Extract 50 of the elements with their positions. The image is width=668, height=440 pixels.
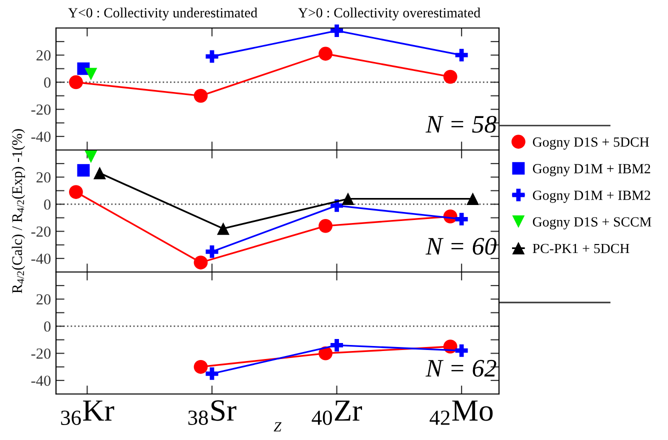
point — [84, 68, 98, 80]
legend-label: Gogny D1S + 5DCH — [532, 137, 649, 150]
y-tick-label: 20 — [36, 294, 51, 305]
point — [206, 245, 218, 258]
y-axis-title: R$_{4/2}$(Calc) / R$_{4/2}$(Exp) -1(%) — [12, 129, 26, 294]
x-tick-label: $_{38}$Sr — [188, 400, 236, 425]
point — [342, 192, 354, 206]
point — [194, 360, 208, 374]
y-tick-label: -40 — [31, 254, 51, 264]
x-tick-label: $_{40}$Zr — [312, 400, 362, 426]
y-tick-label: -20 — [31, 348, 51, 359]
point — [443, 70, 458, 84]
text: Y>0 : Collectivity overestimated — [298, 8, 480, 20]
point — [194, 88, 208, 103]
point — [216, 222, 230, 235]
annotation: N = 58 — [426, 116, 496, 133]
y-tick-label: -40 — [31, 132, 51, 142]
annotation: N = 62 — [426, 360, 496, 377]
point — [455, 48, 468, 62]
x-axis-title: Z — [274, 422, 282, 432]
legend-label: PC-PK1 + 5DCH — [532, 244, 630, 254]
y-tick-label: 20 — [36, 172, 51, 183]
y-tick-label: -20 — [31, 104, 51, 115]
point — [318, 218, 332, 233]
y-tick-label: 20 — [36, 50, 51, 61]
y-tick-label: 0 — [44, 199, 51, 210]
point — [455, 344, 468, 357]
y-tick-label: 0 — [44, 77, 51, 88]
point — [93, 166, 106, 180]
legend-label: Gogny D1M + IBM2 — [532, 190, 650, 203]
point — [69, 185, 83, 199]
y-tick-label: 0 — [44, 321, 51, 332]
y-tick-label: -40 — [31, 376, 51, 386]
point — [206, 367, 218, 380]
point — [77, 164, 90, 177]
point — [206, 50, 218, 63]
point — [455, 212, 468, 226]
point — [318, 46, 332, 61]
point — [69, 75, 83, 90]
legend-label: Gogny D1S + SCCM — [532, 217, 652, 230]
text: Y<0 : Collectivity underestimated — [68, 8, 258, 20]
annotation: N = 60 — [426, 238, 496, 255]
y-tick-label: -20 — [31, 226, 51, 237]
x-tick-label: $_{42}$Mo — [430, 400, 493, 425]
point — [194, 256, 208, 270]
x-tick-label: $_{36}$Kr — [61, 400, 114, 426]
point — [466, 192, 480, 206]
point — [330, 24, 344, 37]
legend-label: Gogny D1M + IBM2 — [532, 164, 650, 176]
point — [330, 338, 344, 352]
